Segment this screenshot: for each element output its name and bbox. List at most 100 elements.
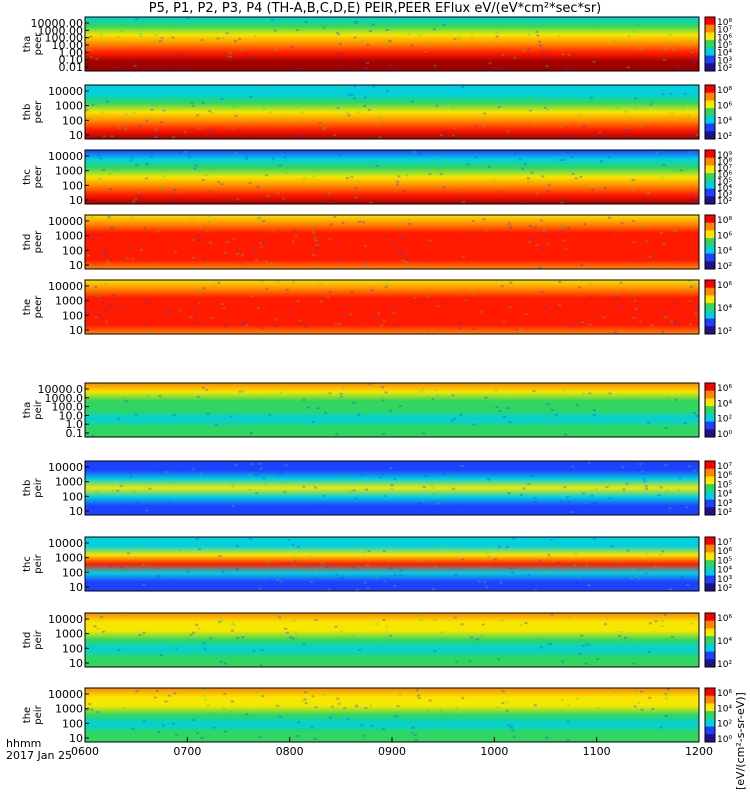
colorbar: 10⁶ 10⁴ 10² 10⁰: [704, 687, 732, 745]
y-tick-label: 10000: [48, 537, 83, 550]
y-tick-label: 100: [62, 244, 83, 257]
time-tick-label: 0800: [276, 745, 304, 758]
time-tick-label: 0600: [71, 745, 99, 758]
y-tick-label: 10000: [48, 280, 83, 293]
colorbar-segment: [705, 567, 715, 577]
y-tick-label: 100: [62, 717, 83, 730]
y-axis-label: thbpeir: [22, 477, 44, 497]
colorbar-segment: [705, 215, 715, 224]
panel-frame: [84, 536, 700, 592]
colorbar-tick-label: 10³: [717, 56, 732, 66]
spectrogram-noise: [85, 85, 699, 139]
y-tick-label: 10.0: [59, 409, 84, 422]
colorbar-segment: [705, 238, 715, 247]
y-axis-label-species: peir: [33, 553, 44, 573]
colorbar-frame: [704, 536, 716, 592]
colorbar-segment: [705, 726, 715, 735]
colorbar: 10⁶ 10⁴ 10² 10⁰: [704, 382, 732, 440]
spectrogram-tha-peer: [85, 17, 699, 71]
colorbar-segment: [705, 583, 715, 592]
y-tick-label: 1000.00: [38, 24, 84, 37]
panel-frame: [84, 612, 700, 668]
y-tick-label: 10000: [48, 215, 83, 228]
y-tick-label: 1.00: [59, 46, 84, 59]
colorbar-segment: [705, 318, 715, 327]
colorbar-tick-label: 10⁷: [717, 462, 732, 472]
colorbar-segment: [705, 222, 715, 231]
colorbar-segment: [705, 108, 715, 117]
spectrogram-noise: [92, 613, 694, 667]
colorbar-segment: [705, 17, 715, 26]
colorbar-tick-label: 10⁴: [717, 117, 732, 127]
colorbar-segment: [705, 461, 715, 470]
y-axis-label-species: peir: [33, 477, 44, 497]
spectrogram-noise: [91, 150, 699, 204]
colorbar: 10⁶ 10⁴ 10²: [704, 612, 732, 670]
y-tick-label: 10: [69, 732, 83, 745]
spectrogram-thd-peir: [85, 613, 699, 667]
y-tick-label: 100: [62, 490, 83, 503]
colorbar-segment: [705, 390, 715, 399]
colorbar-tick-label: 10²: [717, 660, 732, 670]
colorbar: 10⁶ 10⁴ 10²: [704, 279, 732, 337]
colorbar-tick-label: 10²: [717, 132, 732, 142]
y-tick-label: 10000: [48, 150, 83, 163]
colorbar-segment: [705, 280, 715, 289]
time-axis-label-date: 2017 Jan 25: [6, 749, 72, 762]
y-axis-label-species: peir: [33, 629, 44, 649]
colorbar-segment: [705, 476, 715, 485]
colorbar-segment: [705, 295, 715, 304]
y-tick-label: 100.0: [52, 401, 84, 414]
y-axis-label-probe: thb: [22, 480, 33, 497]
colorbar-tick-label: 10⁷: [717, 26, 732, 36]
time-tick-label: 0900: [378, 745, 406, 758]
colorbar-segment: [705, 552, 715, 561]
time-tick-label: 1100: [583, 745, 611, 758]
colorbar-tick-label: 10⁰: [717, 735, 732, 745]
y-tick-label: 10: [69, 129, 83, 142]
colorbar-tick-label: 10⁴: [717, 566, 732, 576]
colorbar-frame: [704, 279, 716, 335]
colorbar-segment: [705, 180, 715, 190]
colorbar-segment: [705, 560, 715, 569]
colorbar-segment: [705, 310, 715, 320]
colorbar-segment: [705, 40, 715, 49]
colorbar-segment: [705, 150, 715, 159]
colorbar-tick-label: 10³: [717, 575, 732, 585]
spectrogram-noise: [99, 537, 690, 591]
colorbar-tick-label: 10⁶: [717, 281, 732, 291]
colorbar-tick-label: 10²: [717, 197, 732, 207]
spectrogram-thd-peer: [85, 215, 699, 269]
colorbar-segment: [705, 115, 715, 125]
colorbar-segment: [705, 47, 715, 57]
y-tick-label: 0.1: [66, 427, 84, 440]
y-tick-label: 1000: [55, 552, 83, 565]
panel-frame: [84, 149, 700, 205]
colorbar-tick-label: 10⁶: [717, 384, 732, 394]
colorbar-tick-label: 10⁴: [717, 490, 732, 500]
y-tick-label: 10000: [48, 85, 83, 98]
colorbar-segment: [705, 92, 715, 101]
colorbar-tick-label: 10⁷: [717, 164, 732, 174]
y-axis-label: thdpeer: [22, 230, 44, 254]
colorbar-segment: [705, 711, 715, 720]
y-tick-label: 1000: [55, 230, 83, 243]
colorbar-segment: [705, 695, 715, 704]
colorbar-segment: [705, 55, 715, 64]
spectrogram-noise: [95, 461, 696, 514]
colorbar-tick-label: 10⁹: [717, 151, 732, 161]
colorbar-segment: [705, 326, 715, 335]
spectrogram-noise: [91, 383, 699, 437]
y-tick-label: 100: [62, 642, 83, 655]
time-tick-label: 1200: [685, 745, 713, 758]
y-axis-label-probe: tha: [22, 402, 33, 418]
y-axis-label-species: peir: [33, 704, 44, 724]
plot-title: P5, P1, P2, P3, P4 (TH-A,B,C,D,E) PEIR,P…: [148, 1, 602, 16]
y-tick-label: 10000: [48, 688, 83, 701]
panel-tha-peir: thapeir10000.01000.0100.010.01.00.110⁶10…: [22, 382, 732, 440]
